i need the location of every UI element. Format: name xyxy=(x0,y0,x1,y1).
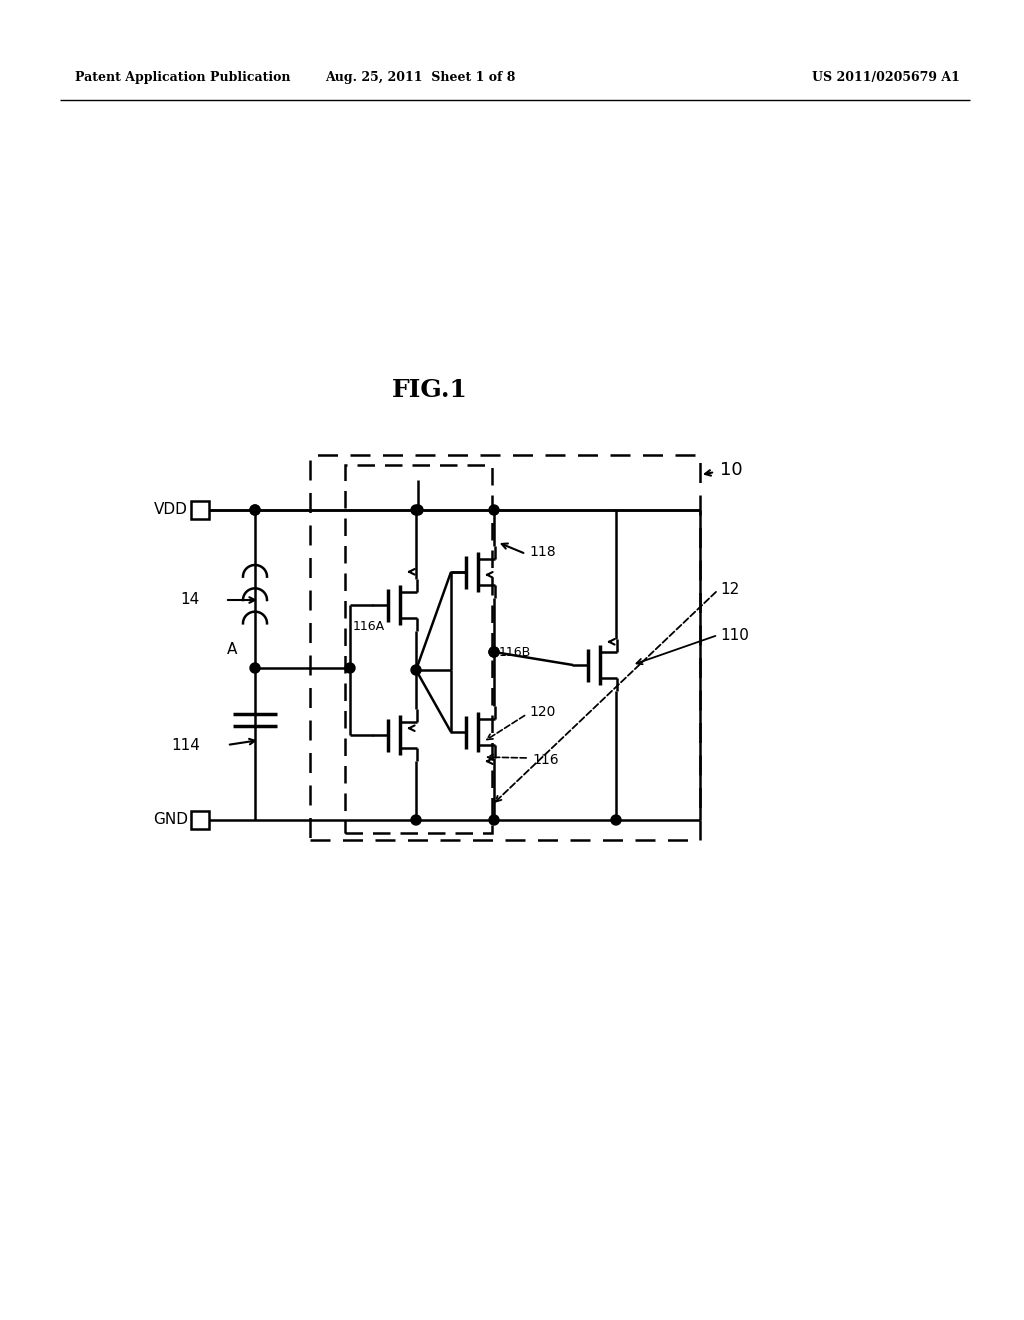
Text: Patent Application Publication: Patent Application Publication xyxy=(75,71,291,84)
Bar xyxy=(191,810,209,829)
Text: 114: 114 xyxy=(171,738,200,752)
Text: 116A: 116A xyxy=(353,620,385,634)
Text: US 2011/0205679 A1: US 2011/0205679 A1 xyxy=(812,71,961,84)
Bar xyxy=(191,502,209,519)
Circle shape xyxy=(413,506,423,515)
Circle shape xyxy=(411,665,421,675)
Text: 10: 10 xyxy=(720,461,742,479)
Text: 118: 118 xyxy=(529,545,556,558)
Circle shape xyxy=(489,506,499,515)
Text: 110: 110 xyxy=(720,627,749,643)
Circle shape xyxy=(411,814,421,825)
Text: 116B: 116B xyxy=(499,645,531,659)
Text: A: A xyxy=(227,643,238,657)
Text: 14: 14 xyxy=(181,593,200,607)
Circle shape xyxy=(250,506,260,515)
Text: FIG.1: FIG.1 xyxy=(392,378,468,403)
Text: GND: GND xyxy=(153,813,188,828)
Text: 120: 120 xyxy=(529,705,555,719)
Circle shape xyxy=(611,814,621,825)
Bar xyxy=(345,465,492,833)
Circle shape xyxy=(411,506,421,515)
Circle shape xyxy=(250,506,260,515)
Circle shape xyxy=(250,663,260,673)
Circle shape xyxy=(489,647,499,657)
Text: Aug. 25, 2011  Sheet 1 of 8: Aug. 25, 2011 Sheet 1 of 8 xyxy=(325,71,515,84)
Text: 12: 12 xyxy=(720,582,739,598)
Circle shape xyxy=(345,663,355,673)
Circle shape xyxy=(489,647,499,657)
Circle shape xyxy=(489,814,499,825)
Text: 116: 116 xyxy=(532,752,559,767)
Text: VDD: VDD xyxy=(155,503,188,517)
Bar xyxy=(310,455,700,840)
